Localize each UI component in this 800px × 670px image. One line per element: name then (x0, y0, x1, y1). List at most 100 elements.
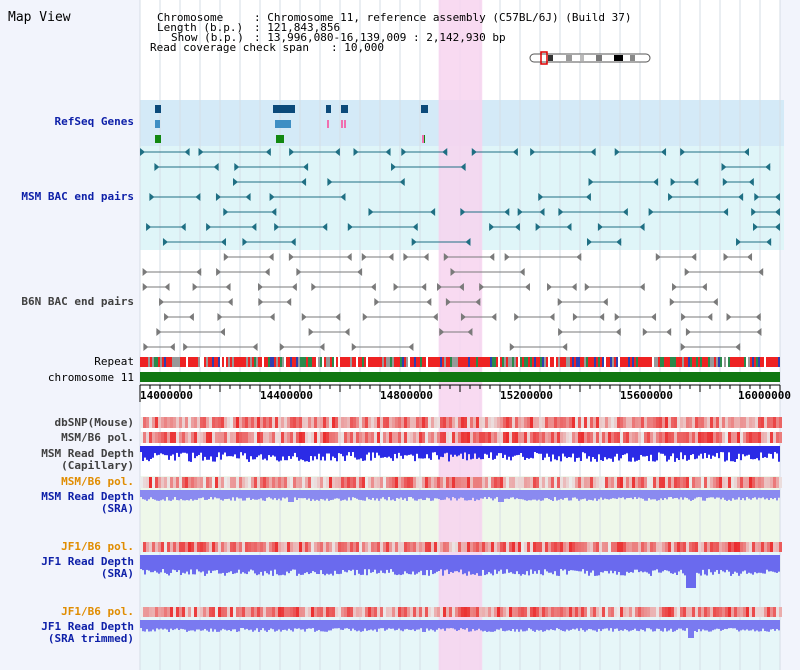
dbsnp-label[interactable]: dbSNP(Mouse) (54, 416, 134, 429)
polymorphism-cell (416, 477, 419, 488)
repeat-element (672, 357, 674, 367)
read-depth-bar (500, 620, 502, 629)
read-depth-bar (268, 555, 270, 575)
polymorphism-cell (467, 432, 470, 443)
refseq-genes-label[interactable]: RefSeq Genes (54, 115, 134, 128)
read-depth-bar (554, 620, 556, 631)
read-depth-bar (374, 446, 376, 458)
polymorphism-cell (545, 432, 548, 443)
read-depth-bar (644, 555, 646, 572)
read-depth-bar (718, 490, 720, 498)
read-depth-bar (762, 490, 764, 498)
jf1-read-depth-sra-label[interactable]: JF1 Read Depth (41, 555, 134, 568)
polymorphism-cell (629, 542, 632, 552)
polymorphism-cell (707, 417, 710, 428)
polymorphism-cell (455, 607, 458, 617)
polymorphism-cell (617, 542, 620, 552)
read-depth-bar (562, 620, 564, 632)
read-depth-bar (570, 446, 572, 458)
read-depth-bar (696, 620, 698, 632)
polymorphism-cell (416, 432, 419, 443)
polymorphism-cell (146, 607, 149, 617)
repeat-element (338, 357, 340, 367)
polymorphism-cell (773, 417, 776, 428)
repeat-element (424, 357, 426, 367)
read-depth-bar (308, 490, 310, 499)
polymorphism-cell (635, 542, 638, 552)
msm-b6-pol-label[interactable]: MSM/B6 pol. (61, 431, 134, 444)
polymorphism-cell (485, 542, 488, 552)
read-depth-bar (148, 620, 150, 632)
read-depth-bar (182, 620, 184, 630)
bac-end-marker (639, 223, 645, 231)
msm-read-depth-sra-label[interactable]: MSM Read Depth (41, 490, 134, 503)
polymorphism-cell (659, 607, 662, 617)
msm-read-depth-capillary-label[interactable]: MSM Read Depth (41, 447, 134, 460)
read-depth-bar (288, 620, 290, 629)
read-depth-bar (182, 446, 184, 453)
polymorphism-cell (221, 607, 224, 617)
read-depth-bar (622, 446, 624, 456)
bac-end-marker (188, 313, 194, 321)
msm-b6-pol-sra-label[interactable]: MSM/B6 pol. (61, 475, 134, 488)
read-depth-bar (672, 555, 674, 574)
repeat-element (594, 357, 596, 367)
polymorphism-cell (455, 432, 458, 443)
repeat-element (516, 357, 518, 367)
polymorphism-cell (308, 417, 311, 428)
repeat-element (292, 357, 294, 367)
bac-end-marker (458, 283, 464, 291)
polymorphism-cell (665, 417, 668, 428)
polymorphism-cell (431, 417, 434, 428)
polymorphism-cell (728, 432, 731, 443)
repeat-element (456, 357, 458, 367)
repeat-element (350, 357, 352, 367)
polymorphism-cell (482, 607, 485, 617)
read-depth-bar (170, 446, 172, 456)
jf1-read-depth-trimmed-label[interactable]: JF1 Read Depth (41, 620, 134, 633)
repeat-element (364, 357, 366, 367)
repeat-element (304, 357, 306, 367)
read-depth-bar (364, 555, 366, 570)
polymorphism-cell (281, 477, 284, 488)
polymorphism-cell (299, 542, 302, 552)
polymorphism-cell (482, 417, 485, 428)
read-depth-bar (158, 490, 160, 501)
polymorphism-cell (146, 417, 149, 428)
read-depth-bar (444, 490, 446, 500)
read-depth-bar (162, 555, 164, 570)
read-depth-bar (660, 490, 662, 499)
polymorphism-cell (185, 607, 188, 617)
read-depth-bar (150, 490, 152, 498)
polymorphism-cell (548, 542, 551, 552)
read-depth-bar (590, 490, 592, 500)
read-depth-bar (286, 490, 288, 498)
polymorphism-cell (518, 417, 521, 428)
bac-end-marker (722, 178, 728, 186)
polymorphism-cell (362, 542, 365, 552)
polymorphism-cell (392, 432, 395, 443)
read-depth-bar (722, 555, 724, 572)
polymorphism-cell (215, 477, 218, 488)
read-depth-bar (540, 446, 542, 454)
read-depth-bar (490, 490, 492, 499)
read-depth-bar (450, 446, 452, 455)
bac-end-marker (223, 208, 229, 216)
polymorphism-cell (284, 542, 287, 552)
polymorphism-cell (230, 432, 233, 443)
read-depth-bar (328, 446, 330, 454)
polymorphism-cell (413, 542, 416, 552)
jf1-b6-pol-trimmed-label[interactable]: JF1/B6 pol. (61, 605, 134, 618)
read-depth-bar (622, 555, 624, 576)
polymorphism-cell (209, 417, 212, 428)
read-depth-bar (380, 446, 382, 458)
jf1-b6-pol-label[interactable]: JF1/B6 pol. (61, 540, 134, 553)
b6n-bac-end-pairs-label[interactable]: B6N BAC end pairs (21, 295, 134, 308)
polymorphism-cell (623, 542, 626, 552)
read-depth-bar (628, 446, 630, 462)
repeat-element (634, 357, 636, 367)
polymorphism-cell (554, 432, 557, 443)
msm-bac-end-pairs-label[interactable]: MSM BAC end pairs (21, 190, 134, 203)
read-depth-bar (568, 555, 570, 571)
